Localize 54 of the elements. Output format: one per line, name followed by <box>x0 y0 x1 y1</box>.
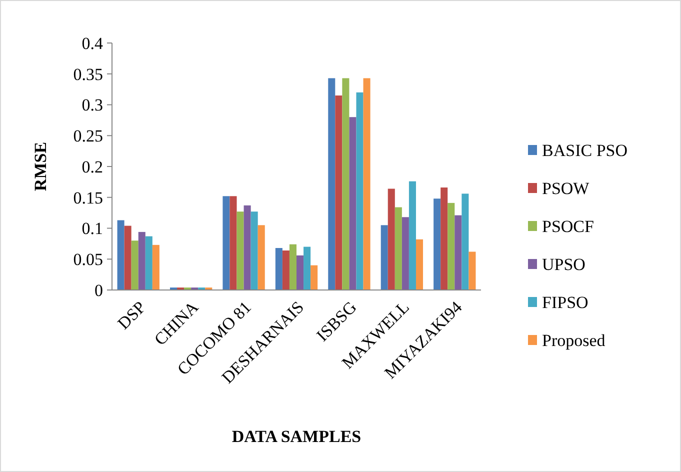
y-tick-label: 0.1 <box>82 219 103 238</box>
bar <box>349 117 356 290</box>
legend-label: BASIC PSO <box>542 140 628 160</box>
bar <box>117 220 124 290</box>
y-tick-label: 0 <box>94 280 103 300</box>
bar <box>244 205 251 290</box>
x-axis-title: DATA SAMPLES <box>232 427 362 446</box>
y-tick-label: 0.35 <box>73 64 103 84</box>
bar <box>152 244 160 290</box>
bar <box>258 225 265 290</box>
bar <box>289 244 296 290</box>
bar <box>440 187 448 290</box>
bar <box>416 239 424 290</box>
bar <box>275 248 282 290</box>
bar <box>380 225 388 290</box>
y-tick-label: 0.3 <box>82 96 103 115</box>
bar <box>335 95 342 290</box>
bar <box>124 226 132 290</box>
bar <box>138 232 146 290</box>
bar <box>434 198 441 290</box>
bar <box>363 78 370 290</box>
bar <box>448 202 455 290</box>
bar <box>328 78 336 290</box>
legend-label: FIPSO <box>542 292 588 312</box>
bar <box>145 236 152 290</box>
bar <box>310 265 318 290</box>
legend-label: PSOW <box>542 178 590 198</box>
bar <box>230 196 237 290</box>
bar <box>282 250 290 290</box>
y-axis-title: RMSE <box>31 142 50 192</box>
bar <box>236 212 244 290</box>
bar <box>342 78 350 290</box>
legend-label: Proposed <box>542 330 606 350</box>
bar <box>468 252 476 290</box>
x-tick-label: DSP <box>114 298 150 334</box>
bar <box>131 240 138 290</box>
bar <box>454 215 462 290</box>
y-tick-label: 0.2 <box>82 157 103 176</box>
y-tick-label: 0.25 <box>73 126 103 146</box>
bar <box>222 196 230 290</box>
y-tick-label: 0.15 <box>73 188 103 208</box>
legend-label: UPSO <box>542 254 586 274</box>
legend-label: PSOCF <box>542 216 594 236</box>
bar <box>250 212 258 290</box>
bar <box>356 92 364 290</box>
bar <box>304 246 311 290</box>
y-tick-label: 0.4 <box>82 34 104 53</box>
bar <box>408 181 416 290</box>
bar <box>394 207 402 290</box>
bar <box>388 188 395 290</box>
bar <box>296 255 304 290</box>
y-tick-label: 0.05 <box>73 250 103 270</box>
bar <box>402 217 409 290</box>
bar <box>462 194 469 290</box>
